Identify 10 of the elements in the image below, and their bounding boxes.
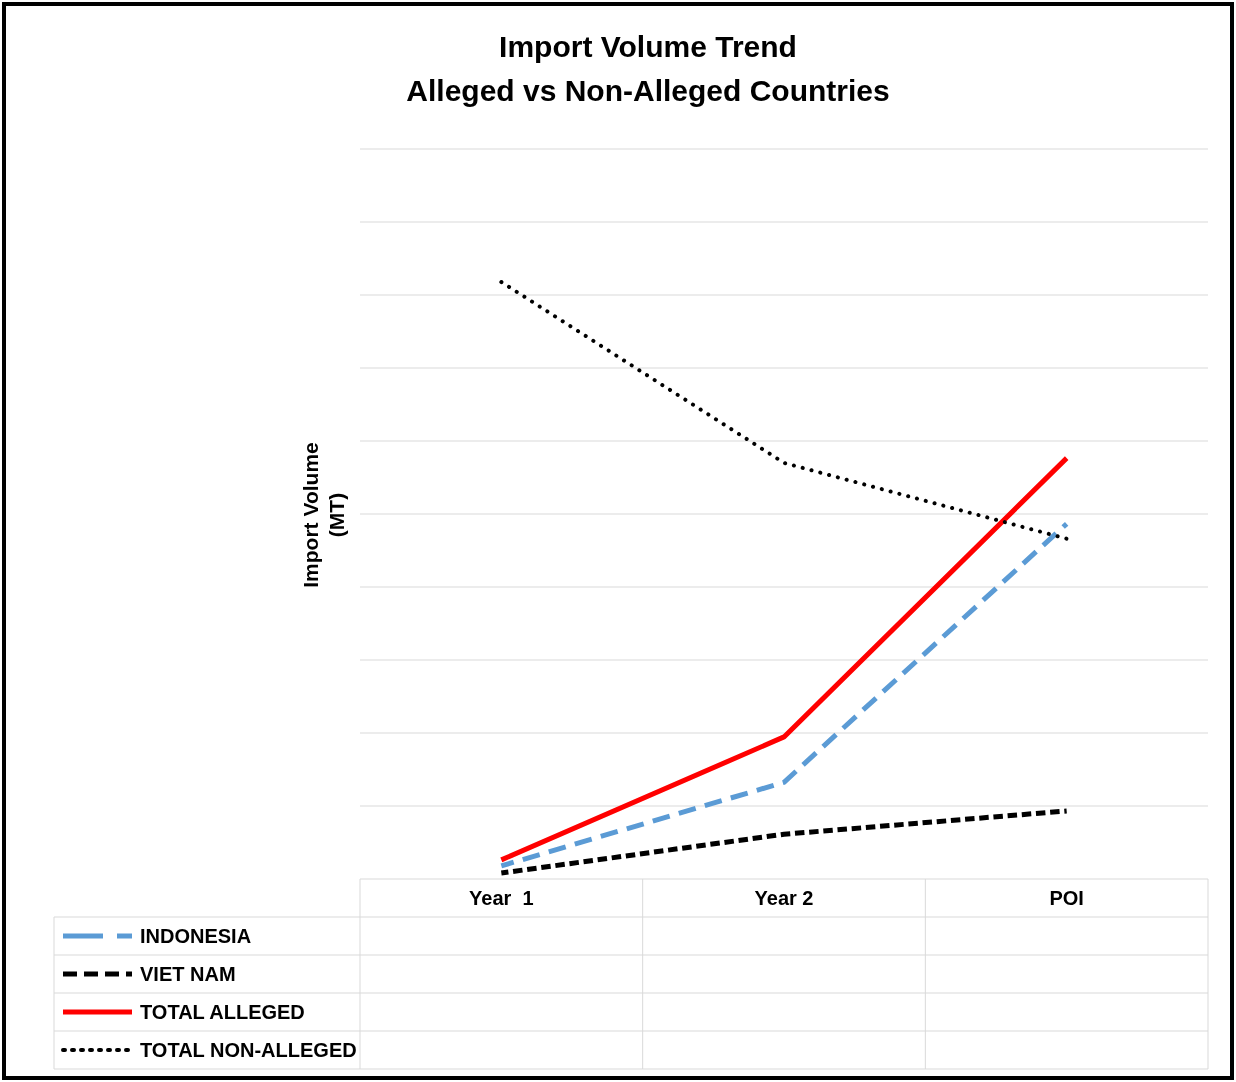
chart-subtitle: Alleged vs Non-Alleged Countries	[406, 74, 890, 107]
legend-label: TOTAL NON-ALLEGED	[140, 1039, 357, 1061]
x-tick-label: Year 1	[469, 887, 534, 909]
legend-label: TOTAL ALLEGED	[140, 1001, 305, 1023]
legend-label: INDONESIA	[140, 925, 252, 947]
y-axis-title: Import Volume (MT)	[299, 442, 348, 588]
chart-title: Import Volume Trend	[499, 30, 797, 63]
x-tick-label: Year 2	[754, 887, 814, 909]
x-tick-label: POI	[1049, 887, 1084, 909]
legend-label: VIET NAM	[140, 963, 236, 985]
